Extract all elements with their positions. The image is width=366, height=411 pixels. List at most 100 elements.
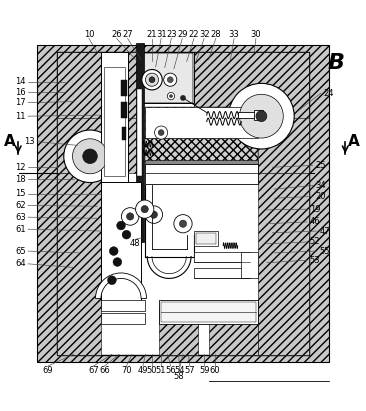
Text: 59: 59 xyxy=(199,366,209,375)
Circle shape xyxy=(169,95,172,97)
Circle shape xyxy=(179,220,187,227)
Bar xyxy=(101,300,145,311)
Bar xyxy=(145,107,258,138)
Text: 56: 56 xyxy=(165,366,176,375)
Text: 50: 50 xyxy=(147,366,157,375)
Bar xyxy=(194,252,250,262)
Text: 62: 62 xyxy=(15,201,26,210)
Bar xyxy=(241,252,258,278)
Circle shape xyxy=(174,215,192,233)
Text: 55: 55 xyxy=(319,247,330,256)
Text: 53: 53 xyxy=(310,256,320,265)
Bar xyxy=(57,52,309,355)
Text: 57: 57 xyxy=(184,366,195,375)
Text: 29: 29 xyxy=(177,30,187,39)
Text: 24: 24 xyxy=(324,89,334,98)
Text: 33: 33 xyxy=(229,30,239,39)
Bar xyxy=(209,307,258,355)
Circle shape xyxy=(113,258,122,266)
Bar xyxy=(194,231,218,246)
Circle shape xyxy=(108,276,116,285)
Text: B: B xyxy=(328,53,345,73)
Text: 70: 70 xyxy=(121,366,132,375)
Text: 16: 16 xyxy=(15,88,26,97)
Text: 60: 60 xyxy=(210,366,220,375)
Circle shape xyxy=(239,94,283,138)
Text: 28: 28 xyxy=(210,30,221,39)
Circle shape xyxy=(149,77,155,83)
Bar xyxy=(254,110,263,120)
Circle shape xyxy=(154,126,168,139)
Text: 11: 11 xyxy=(15,112,26,121)
Circle shape xyxy=(72,139,108,174)
Text: 58: 58 xyxy=(173,372,184,381)
Circle shape xyxy=(64,130,116,182)
Circle shape xyxy=(150,211,157,218)
Text: 52: 52 xyxy=(310,238,320,247)
Circle shape xyxy=(145,73,158,86)
Text: 27: 27 xyxy=(122,30,133,39)
Text: 12: 12 xyxy=(15,163,26,172)
Circle shape xyxy=(229,83,294,149)
Bar xyxy=(159,300,258,324)
Bar xyxy=(137,89,142,176)
Circle shape xyxy=(145,206,163,223)
Bar xyxy=(138,53,193,103)
Text: 15: 15 xyxy=(15,189,26,199)
Text: A: A xyxy=(348,134,359,149)
Bar xyxy=(137,52,194,104)
Bar xyxy=(194,268,250,278)
Text: 22: 22 xyxy=(189,30,199,39)
Bar xyxy=(194,52,309,122)
Bar xyxy=(138,53,193,103)
Circle shape xyxy=(83,149,97,164)
Bar xyxy=(238,112,256,118)
Bar xyxy=(258,118,309,173)
Bar xyxy=(121,80,127,96)
Circle shape xyxy=(167,92,175,100)
Bar xyxy=(258,173,309,355)
Bar xyxy=(101,182,141,307)
Text: 46: 46 xyxy=(310,217,320,226)
Bar xyxy=(196,233,216,244)
Text: 32: 32 xyxy=(199,30,209,39)
Text: 34: 34 xyxy=(315,181,326,190)
Text: 67: 67 xyxy=(88,366,99,375)
Circle shape xyxy=(164,73,177,86)
Circle shape xyxy=(117,221,126,230)
Text: 19: 19 xyxy=(310,205,320,214)
Circle shape xyxy=(122,208,139,225)
Text: 23: 23 xyxy=(166,30,177,39)
Circle shape xyxy=(180,95,186,101)
Circle shape xyxy=(256,111,267,122)
Circle shape xyxy=(122,230,131,239)
Circle shape xyxy=(142,69,162,90)
Text: 54: 54 xyxy=(174,366,184,375)
Text: 51: 51 xyxy=(156,366,167,375)
Text: 47: 47 xyxy=(319,226,330,236)
Text: 10: 10 xyxy=(84,30,94,39)
Circle shape xyxy=(167,77,173,83)
Circle shape xyxy=(127,213,134,220)
Bar xyxy=(57,118,137,173)
Text: 65: 65 xyxy=(15,247,26,256)
Text: 14: 14 xyxy=(15,77,26,86)
Bar xyxy=(57,173,101,355)
Text: 18: 18 xyxy=(15,175,26,184)
Bar xyxy=(159,307,198,355)
Bar xyxy=(104,67,126,176)
Bar xyxy=(145,164,258,184)
Bar xyxy=(121,102,127,118)
Bar xyxy=(161,302,256,322)
Text: 63: 63 xyxy=(15,212,26,222)
Bar xyxy=(101,313,145,324)
Circle shape xyxy=(141,206,148,213)
Text: 61: 61 xyxy=(15,225,26,234)
Text: 49: 49 xyxy=(138,366,148,375)
Bar xyxy=(145,107,258,162)
Text: 48: 48 xyxy=(130,239,140,248)
Bar xyxy=(135,43,143,242)
Text: 25: 25 xyxy=(315,161,326,170)
Bar xyxy=(122,127,126,140)
Bar xyxy=(57,52,143,122)
